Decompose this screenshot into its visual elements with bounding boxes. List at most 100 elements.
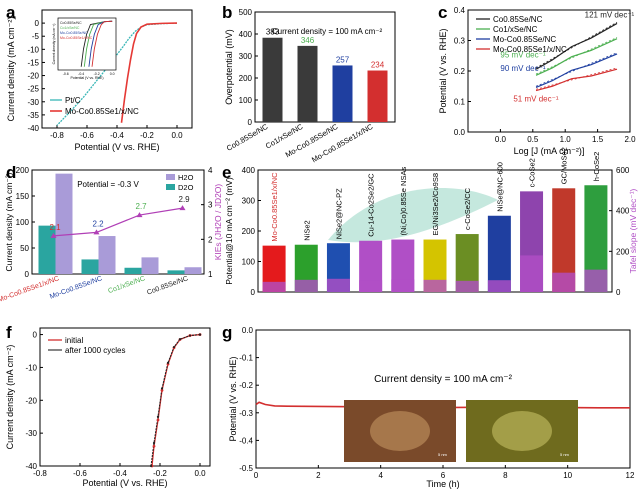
panel-e-bar-tafel — [423, 279, 447, 292]
panel-letter-g: g — [222, 323, 232, 342]
panel-f-cycled-line — [150, 334, 201, 467]
panel-a-x-tick-label: -0.4 — [110, 131, 124, 140]
panel-d-category-label: Co1/xSe/NC — [107, 275, 146, 295]
panel-g-x-tick-label: 4 — [378, 471, 383, 480]
panel-g-y-tick-label: -0.4 — [239, 436, 253, 445]
panel-g-ylabel: Potential (V vs. RHE) — [228, 356, 238, 441]
panel-g-x-tick-label: 8 — [503, 471, 508, 480]
panel-c-y-tick-label: 0.0 — [454, 128, 466, 137]
panel-b-bar-label: 257 — [336, 55, 350, 64]
panel-d-y-tick-label: 0 — [25, 270, 30, 279]
panel-e-leaf-icon — [328, 188, 498, 243]
panel-b-frame — [254, 11, 396, 123]
panel-e-bar-potential — [391, 239, 415, 292]
panel-e-y-tick-label: 200 — [242, 227, 256, 236]
panel-e-bar-potential — [455, 234, 479, 292]
panel-g-tem-scale-label: 5 nm — [560, 452, 570, 457]
panel-d-bar-d2o — [167, 270, 185, 274]
panel-f-initial-marker — [160, 389, 164, 392]
panel-a-inset-line — [91, 20, 113, 67]
panel-e-category-label: Mo-Co0.85Se1/x/NC — [270, 172, 279, 242]
panel-f-initial-marker — [156, 418, 160, 422]
panel-a-y-tick-label: -40 — [27, 124, 39, 133]
panel-d-legend-label: H2O — [178, 173, 194, 182]
panel-e-yr-tick-label: 200 — [616, 247, 630, 256]
panel-d-bar-h2o — [55, 173, 73, 274]
panel-a-inset-legend-label: Co1/xSe/NC — [60, 26, 80, 30]
panel-g-y-tick-label: -0.3 — [239, 409, 253, 418]
panel-a-xlabel: Potential (V vs. RHE) — [74, 142, 159, 152]
panel-d-yr-tick-label: 2 — [208, 235, 213, 244]
panel-d-kie-marker — [136, 212, 143, 218]
panel-e-y-tick-label: 0 — [251, 288, 256, 297]
panel-letter-d: d — [6, 163, 16, 182]
panel-d-bar-d2o — [124, 267, 142, 274]
panel-d-kie-label: 2.1 — [50, 223, 62, 232]
panel-c-fit-line — [535, 38, 618, 76]
panel-f-legend-label: initial — [65, 336, 83, 345]
panel-a-x-tick-label: 0.0 — [171, 131, 183, 140]
panel-a-ylabel: Current density (mA cm⁻²) — [6, 17, 16, 122]
panel-e-bar-tafel — [520, 255, 544, 292]
panel-d-kie-marker — [179, 205, 186, 211]
panel-c-fit-dash — [535, 37, 618, 75]
panel-e-category-label: c-CoSe2 — [528, 158, 537, 187]
panel-e-category-label: c-CoSe2/CC — [463, 187, 472, 230]
panel-e-y-tick-label: 400 — [242, 166, 256, 175]
panel-f-y-tick-label: -30 — [25, 429, 37, 438]
panel-e-bar-potential — [552, 188, 576, 292]
panel-e-ylabel: Potential@10 mA cm⁻² (mV) — [224, 177, 234, 285]
panel-a-y-tick-label: 0 — [35, 19, 40, 28]
panel-f-legend-label: after 1000 cycles — [65, 346, 125, 355]
panel-e-category-label: NiSe@NC-600 — [495, 162, 504, 212]
panel-f-cycled-marker — [152, 441, 156, 445]
panel-letter-c: c — [438, 3, 447, 22]
panel-b-bar-label: 383 — [266, 28, 280, 37]
panel-b-y-tick-label: 500 — [239, 8, 253, 17]
panel-g-x-tick-label: 0 — [254, 471, 259, 480]
panel-f-cycled-marker — [166, 361, 170, 364]
panel-b-bar — [262, 37, 283, 122]
panel-c-x-tick-label: 0.5 — [527, 135, 539, 144]
panel-b-bar — [297, 45, 318, 122]
panel-c-y-tick-label: 0.2 — [454, 67, 466, 76]
panel-c-fit-line — [535, 68, 618, 92]
panel-f-cycled-marker — [156, 415, 160, 418]
panel-f-x-tick-label: -0.2 — [153, 469, 167, 478]
panel-d-kie-marker — [50, 232, 57, 238]
panel-g-x-tick-label: 6 — [441, 471, 446, 480]
panel-d-y-tick-label: 100 — [16, 218, 30, 227]
panel-a-inset-legend-label: Mo-Co0.85Se1/x/NC — [60, 36, 93, 40]
panel-c-tafel-label: 121 mV dec⁻¹ — [585, 11, 635, 20]
panel-b-y-tick-label: 200 — [239, 74, 253, 83]
panel-a-y-tick-label: -15 — [27, 58, 39, 67]
panel-c-tafel-label: 90 mV dec⁻¹ — [500, 64, 545, 73]
panel-c-legend-label: Mo-Co0.85Se1/x/NC — [493, 45, 567, 54]
panel-d-yr-tick-label: 1 — [208, 270, 213, 279]
panel-d-kie-line — [53, 207, 183, 237]
panel-letter-b: b — [222, 3, 232, 22]
panel-f-ylabel: Current density (mA cm⁻²) — [5, 345, 15, 450]
panel-f-initial-marker — [152, 444, 156, 448]
panel-b-bar-label: 346 — [301, 36, 315, 45]
panel-d-bar-d2o — [38, 225, 56, 274]
panel-f-cycled-marker — [198, 333, 202, 336]
panel-f-initial-line — [151, 333, 201, 467]
panel-c-y-tick-label: 0.4 — [454, 6, 466, 15]
panel-e-bar-tafel — [455, 280, 479, 292]
panel-e-bar-tafel — [294, 279, 318, 292]
panel-c-x-tick-label: 1.0 — [560, 135, 572, 144]
panel-e-category-label: h-CoSe2 — [592, 152, 601, 182]
panel-c-legend-label: Mo-Co0.85Se/NC — [493, 35, 556, 44]
panel-b-bar — [332, 65, 353, 122]
panel-d-ylabel: Current density (mA cm⁻²) — [4, 172, 14, 271]
panel-f-y-tick-label: -10 — [25, 363, 37, 372]
panel-e-bar-tafel — [552, 272, 576, 292]
panel-g-xlabel: Time (h) — [426, 479, 459, 489]
panel-a-y-tick-label: -30 — [27, 98, 39, 107]
panel-e-bar-potential — [584, 185, 608, 292]
panel-f-x-tick-label: -0.4 — [113, 469, 127, 478]
panel-d-bar-d2o — [81, 259, 99, 274]
panel-f-y-tick-label: 0 — [33, 331, 38, 340]
panel-d-bar-h2o — [98, 236, 116, 274]
